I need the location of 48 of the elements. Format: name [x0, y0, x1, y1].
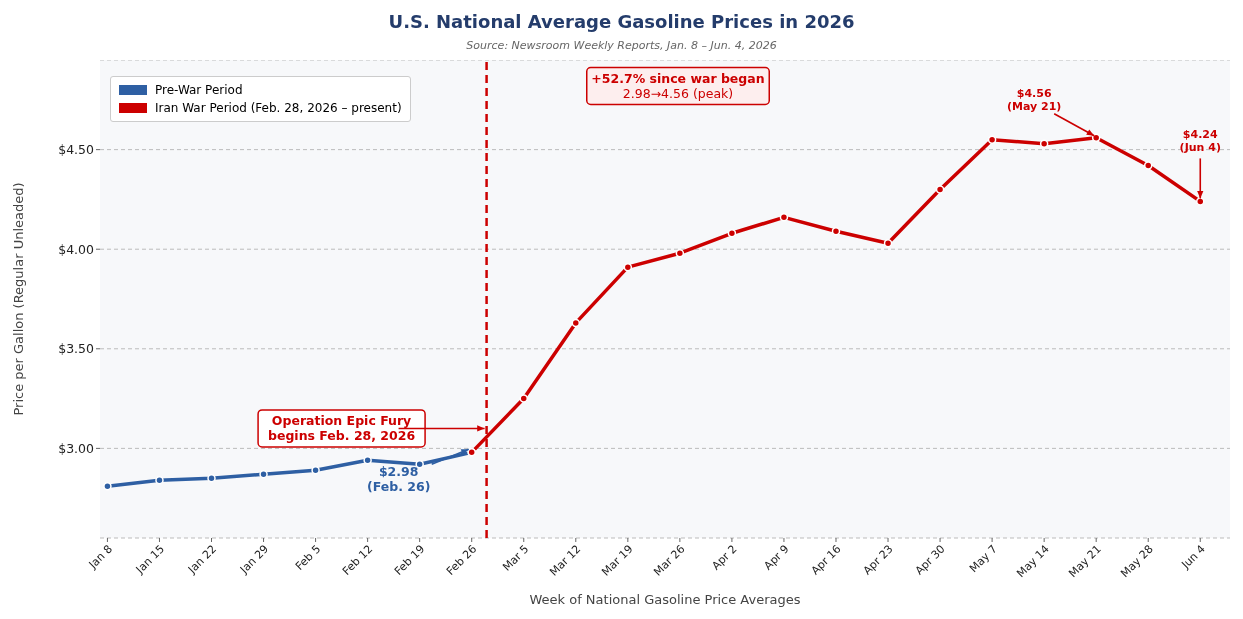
point	[779, 213, 789, 222]
point	[1039, 139, 1049, 148]
x-tick-label: Feb 5	[292, 542, 324, 573]
note: $4.56 (May 21)	[1007, 86, 1095, 137]
legend-label: Pre-War Period	[155, 83, 243, 97]
point	[103, 481, 112, 491]
chart-subtitle: Source: Newsroom Weekly Reports, Jan. 8 – Jun. 4, 2026	[465, 38, 778, 54]
y-tick-label: $3.00	[58, 440, 95, 456]
annotation: $4.24 (Jun 4)	[1179, 128, 1221, 155]
annotation: $2.98 (Feb. 26)	[367, 464, 431, 494]
point	[1091, 133, 1101, 142]
point	[259, 470, 268, 479]
x-tick-label: Jan 15	[132, 542, 168, 577]
x-tick-label: Jan 8	[85, 542, 116, 572]
x-tick-label: Mar 5	[500, 542, 532, 574]
point	[883, 238, 893, 248]
x-tick-label: Jan 22	[184, 542, 220, 577]
x-axis-title: Week of National Gasoline Price Averages	[529, 592, 801, 607]
y-axis-title: Price per Gallon (Regular Unleaded)	[10, 182, 26, 416]
x-tick-label: Jun 4	[1178, 542, 1208, 572]
x-tick-label: Feb 19	[391, 542, 428, 578]
point	[363, 456, 372, 465]
x-tick-label: Apr 30	[912, 542, 948, 578]
note: Operation Epic Fury begins Feb. 28, 2026	[257, 409, 486, 448]
point	[1143, 161, 1153, 170]
x-tick-label: Feb 26	[444, 542, 480, 578]
x-tick-label: Apr 16	[808, 542, 844, 578]
point	[207, 474, 216, 483]
x-tick-label: Apr 23	[860, 542, 896, 578]
annotation: $4.56 (May 21)	[1006, 86, 1062, 113]
y-tick-label: $4.00	[58, 241, 95, 257]
point	[155, 475, 164, 485]
annotation: Operation Epic Fury begins Feb. 28, 2026	[267, 413, 416, 443]
point	[831, 227, 841, 236]
chart-title: U.S. National Average Gasoline Prices in 2026	[387, 10, 856, 34]
x-tick-label: Feb 12	[339, 542, 376, 578]
y-tick-label: $4.50	[58, 142, 95, 158]
point	[311, 466, 320, 475]
note: $2.98 (Feb. 26)	[367, 448, 470, 494]
point	[935, 185, 945, 194]
note: +52.7% since war began 2.98→4.56 (peak)	[586, 66, 770, 106]
x-tick-label: Apr 2	[709, 542, 740, 573]
x-tick-label: Jan 29	[236, 542, 272, 577]
point	[987, 135, 997, 144]
legend-label: Iran War Period (Feb. 28, 2026 – present)	[155, 101, 402, 115]
note: $4.24 (Jun 4)	[1179, 128, 1221, 200]
x-tick-label: Apr 9	[761, 542, 792, 573]
y-tick-label: $3.50	[58, 341, 95, 357]
